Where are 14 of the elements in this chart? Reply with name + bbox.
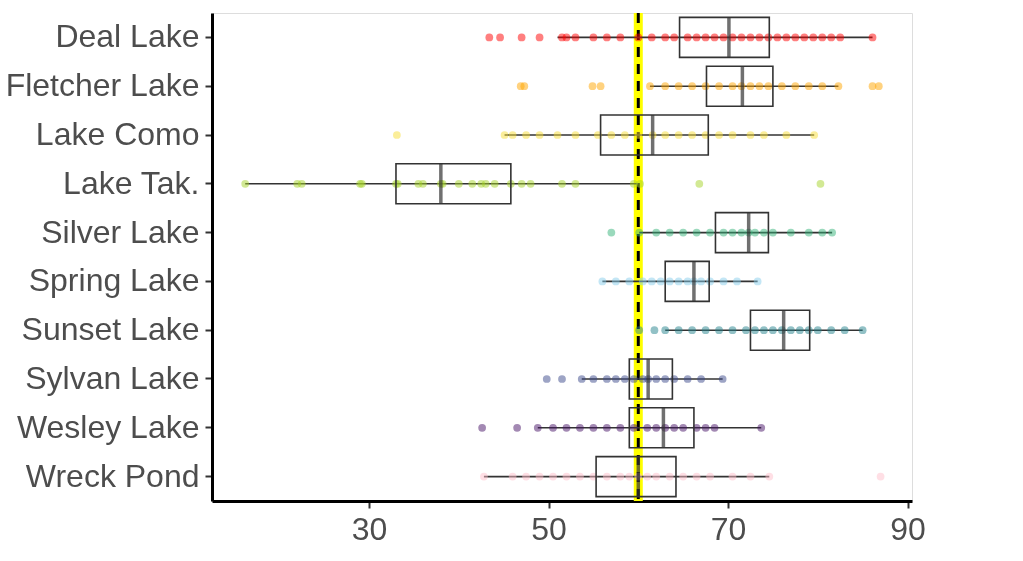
- y-tick-label: Sunset Lake: [21, 311, 200, 348]
- x-tick-label: 30: [351, 510, 388, 547]
- y-tick-label: Lake Tak.: [63, 164, 200, 201]
- y-tick-label: Sylvan Lake: [25, 360, 200, 396]
- x-tick-label: 50: [531, 510, 567, 547]
- y-tick-label: Wesley Lake: [16, 408, 200, 445]
- x-tick-label: 70: [710, 510, 747, 547]
- y-tick-label: Fletcher Lake: [5, 67, 200, 104]
- x-tick-label: 90: [890, 510, 926, 547]
- y-tick-label: Wreck Pond: [25, 457, 200, 494]
- y-tick-label: Lake Como: [35, 116, 200, 152]
- y-tick-label: Silver Lake: [41, 213, 200, 250]
- y-tick-label: Deal Lake: [55, 18, 200, 55]
- y-tick-label: Spring Lake: [28, 262, 200, 299]
